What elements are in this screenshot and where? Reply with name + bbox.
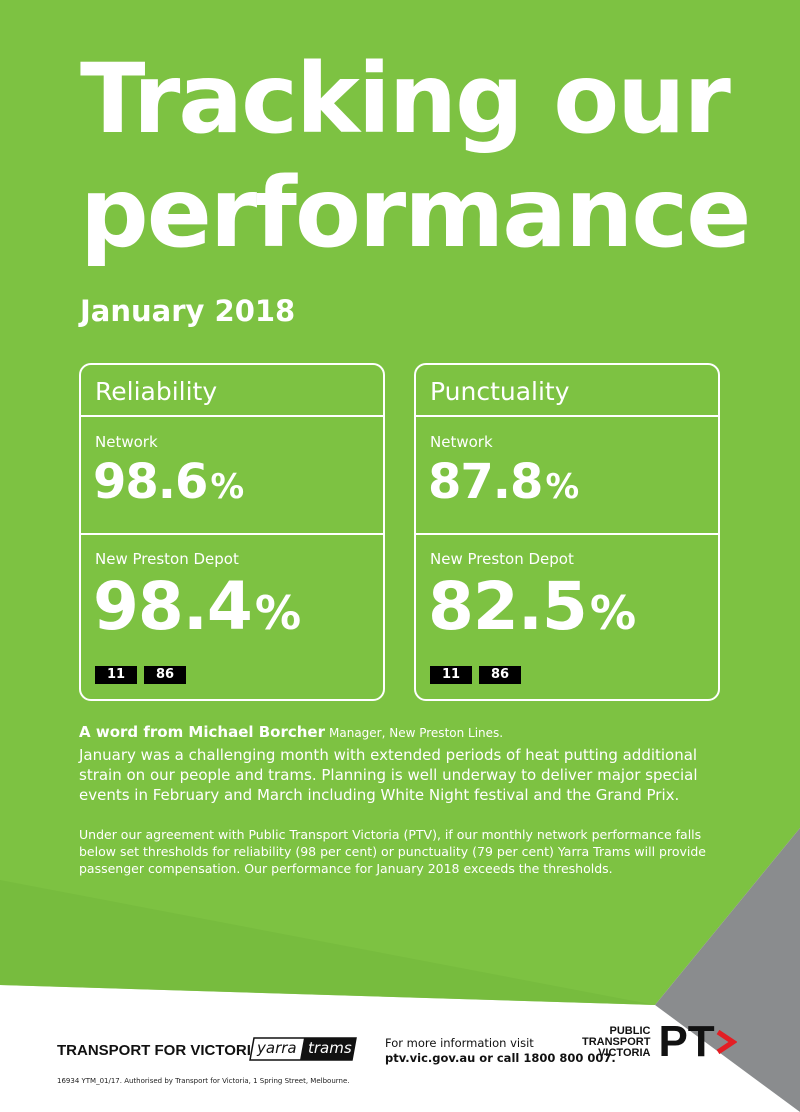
compensation-note: Under our agreement with Public Transpor…: [79, 827, 706, 876]
route-badge: 11: [95, 666, 137, 684]
page-title: Tracking our performance: [80, 43, 751, 269]
yarra-trams-logo-mark: [249, 1037, 357, 1061]
route-badge: 11: [430, 666, 472, 684]
section-divider: [416, 533, 718, 535]
manager-word-heading: A word from Michael Borcher Manager, New …: [79, 723, 504, 741]
punctuality-route-badges: 11 86: [430, 666, 521, 684]
ptv-wordmark: PUBLIC TRANSPORT VICTORIA: [582, 1024, 651, 1059]
ptv-pt-mark: PT: [658, 1020, 737, 1064]
reliability-card-header: Reliability: [81, 365, 383, 417]
reliability-card: Reliability Network 98.6% New Preston De…: [79, 363, 385, 701]
punctuality-heading: Punctuality: [430, 377, 570, 406]
ptv-arrow-icon: [716, 1029, 737, 1055]
punctuality-network-value: 87.8%: [428, 454, 579, 510]
reliability-network-value: 98.6%: [93, 454, 244, 510]
punctuality-card-header: Punctuality: [416, 365, 718, 417]
route-badge: 86: [479, 666, 521, 684]
contact-link[interactable]: ptv.vic.gov.au or call 1800 800 007.: [385, 1051, 616, 1065]
reliability-route-badges: 11 86: [95, 666, 186, 684]
reliability-depot-value: 98.4%: [93, 568, 301, 645]
reliability-heading: Reliability: [95, 377, 218, 406]
reliability-network-label: Network: [95, 433, 158, 451]
reliability-depot-label: New Preston Depot: [95, 550, 239, 568]
punctuality-depot-value: 82.5%: [428, 568, 636, 645]
section-divider: [81, 533, 383, 535]
manager-role: Manager, New Preston Lines.: [329, 726, 504, 740]
transport-for-victoria-logo: TRANSPORT FOR VICTORIA: [57, 1042, 262, 1059]
route-badge: 86: [144, 666, 186, 684]
authorisation-note: 16934 YTM_01/17. Authorised by Transport…: [57, 1077, 350, 1085]
ptv-logo: PUBLIC TRANSPORT VICTORIA PT: [582, 1020, 737, 1064]
punctuality-card: Punctuality Network 87.8% New Preston De…: [414, 363, 720, 701]
contact-info: For more information visit ptv.vic.gov.a…: [385, 1036, 616, 1065]
punctuality-depot-label: New Preston Depot: [430, 550, 574, 568]
yarra-trams-logo: yarra trams: [248, 1036, 358, 1062]
report-period: January 2018: [80, 294, 296, 328]
manager-message: January was a challenging month with ext…: [79, 746, 698, 804]
punctuality-network-label: Network: [430, 433, 493, 451]
